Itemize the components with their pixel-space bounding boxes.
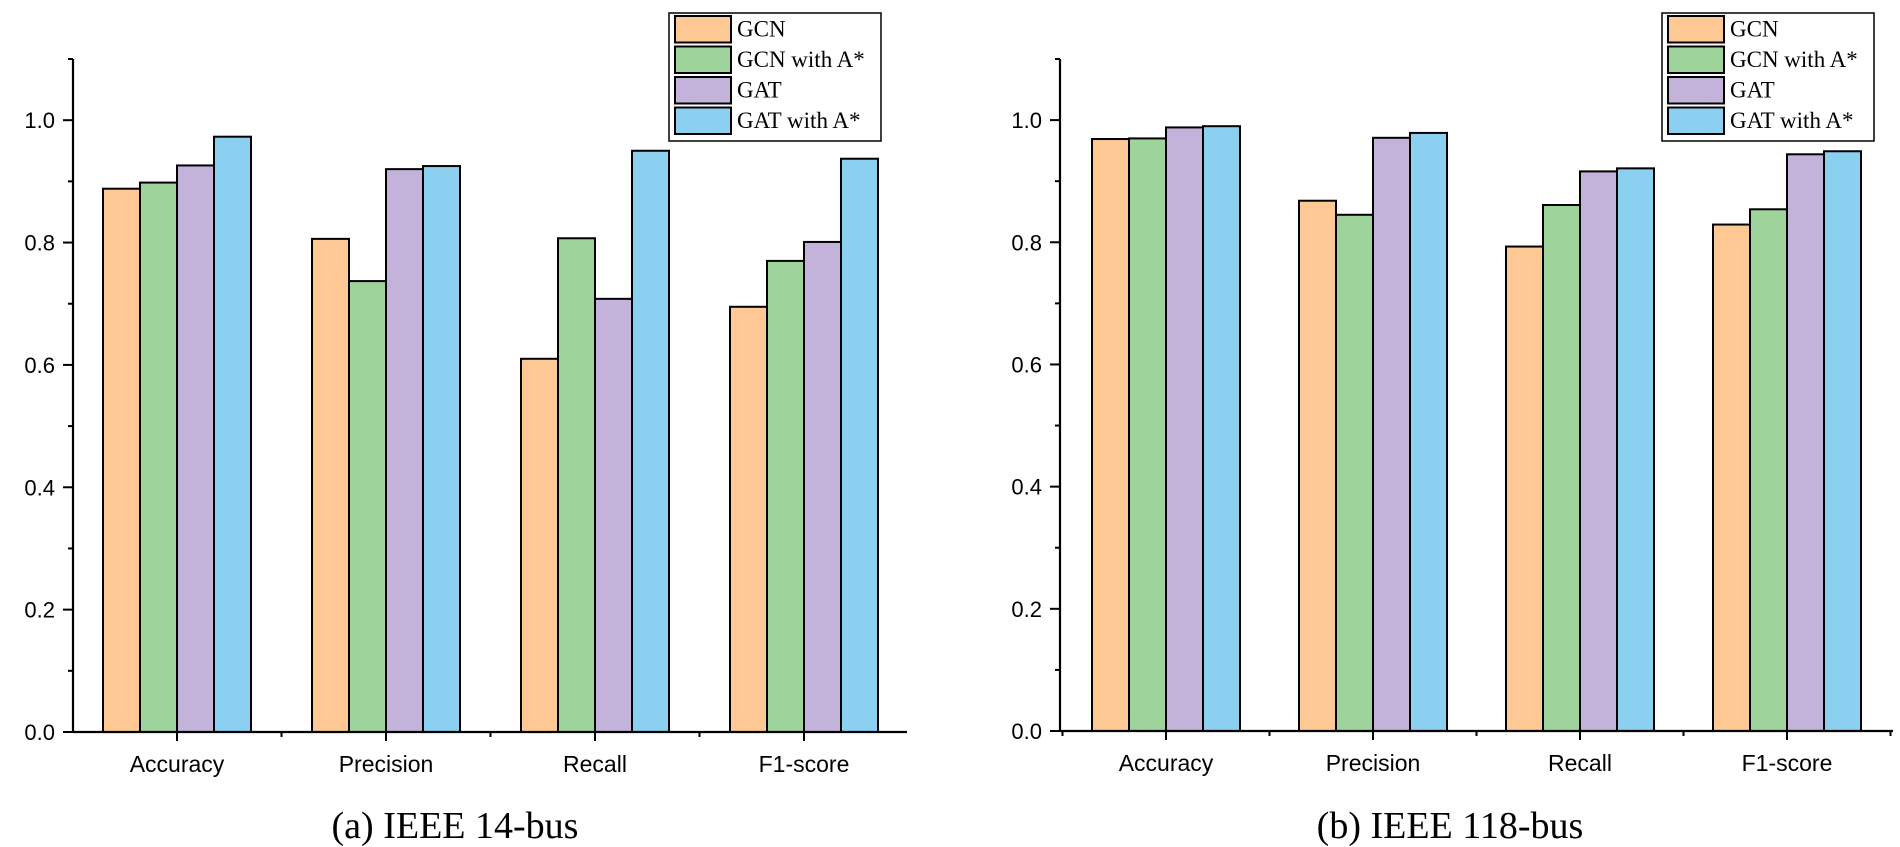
- bar-accuracy-gat-with-a-: [1202, 125, 1241, 732]
- x-tick-label: Recall: [563, 751, 627, 777]
- y-tick-label: 0.2: [24, 598, 55, 623]
- x-tick-label: Precision: [1326, 750, 1421, 776]
- x-tick-label: F1-score: [1742, 750, 1833, 776]
- bar-accuracy-gat: [176, 164, 215, 733]
- legend-label: GCN with A*: [1730, 47, 1858, 72]
- bar-recall-gcn-with-a-: [557, 237, 596, 733]
- legend: GCN GCN with A* GAT GAT with A*: [668, 12, 882, 142]
- x-tick-label: Precision: [339, 751, 434, 777]
- legend-swatch: [1667, 45, 1725, 74]
- bar-f1-score-gcn: [729, 305, 768, 733]
- bar-f1-score-gat: [803, 240, 842, 734]
- bar-precision-gat: [1372, 136, 1411, 733]
- legend-swatch: [674, 106, 732, 135]
- y-tick-label: 0.4: [24, 475, 55, 500]
- y-tick-label: 0.0: [24, 720, 55, 745]
- y-tick-label: 0.8: [24, 231, 55, 256]
- legend-label: GAT with A*: [1730, 108, 1854, 133]
- y-tick-label: 0.6: [24, 353, 55, 378]
- bar-accuracy-gcn: [102, 187, 141, 734]
- x-tick-label: F1-score: [759, 751, 850, 777]
- y-tick-label: 0.6: [1011, 352, 1042, 377]
- bar-accuracy-gcn-with-a-: [139, 181, 178, 733]
- x-tick-label: Recall: [1548, 750, 1612, 776]
- legend-swatch: [1667, 106, 1725, 135]
- y-tick-label: 0.2: [1011, 597, 1042, 622]
- bar-f1-score-gcn: [1712, 223, 1751, 732]
- chart-panel-b: Accuracy Precision Recall F1-score 0.0 0.2 0.4…: [1011, 12, 1893, 847]
- legend-label: GAT: [737, 78, 782, 103]
- bar-precision-gcn-with-a-: [1335, 213, 1374, 733]
- legend-label: GCN with A*: [737, 47, 865, 72]
- bar-recall-gat: [594, 297, 633, 733]
- y-tick-label: 0.4: [1011, 475, 1042, 500]
- bar-accuracy-gcn-with-a-: [1128, 137, 1167, 733]
- bar-recall-gcn: [1505, 245, 1544, 732]
- bar-precision-gat-with-a-: [422, 165, 461, 733]
- bar-precision-gcn: [311, 237, 350, 733]
- bar-recall-gcn: [520, 357, 559, 733]
- bar-precision-gcn: [1298, 199, 1337, 733]
- legend-swatch: [674, 15, 732, 44]
- legend-swatch: [1667, 76, 1725, 105]
- bar-precision-gat-with-a-: [1409, 131, 1448, 733]
- x-tick-label: Accuracy: [1119, 750, 1214, 776]
- bar-f1-score-gat: [1786, 153, 1825, 732]
- bar-precision-gcn-with-a-: [348, 280, 387, 733]
- bar-recall-gat: [1579, 170, 1618, 732]
- bar-recall-gcn-with-a-: [1542, 204, 1581, 733]
- bar-f1-score-gat-with-a-: [840, 157, 879, 733]
- legend: GCN GCN with A* GAT GAT with A*: [1661, 12, 1875, 142]
- legend-label: GCN: [1730, 17, 1779, 42]
- bar-f1-score-gat-with-a-: [1823, 150, 1862, 733]
- bar-recall-gat-with-a-: [631, 149, 670, 734]
- bar-f1-score-gcn-with-a-: [766, 259, 805, 733]
- bar-f1-score-gcn-with-a-: [1749, 208, 1788, 732]
- chart-caption: (b) IEEE 118-bus: [1317, 805, 1584, 847]
- legend-swatch: [674, 45, 732, 74]
- legend-label: GAT: [1730, 78, 1775, 103]
- legend-swatch: [1667, 15, 1725, 44]
- chart-panel-a: Accuracy Precision Recall F1-score 0.0 0.2 0.4…: [24, 12, 907, 847]
- chart-caption: (a) IEEE 14-bus: [332, 805, 579, 847]
- y-tick-label: 1.0: [1011, 108, 1042, 133]
- legend-swatch: [674, 76, 732, 105]
- bar-precision-gat: [385, 168, 424, 734]
- legend-label: GCN: [737, 17, 786, 42]
- legend-label: GAT with A*: [737, 108, 861, 133]
- bar-accuracy-gat-with-a-: [213, 135, 252, 733]
- y-tick-label: 0.0: [1011, 719, 1042, 744]
- bar-accuracy-gat: [1165, 126, 1204, 733]
- bar-accuracy-gcn: [1091, 138, 1130, 732]
- x-tick-label: Accuracy: [130, 751, 225, 777]
- y-tick-label: 0.8: [1011, 230, 1042, 255]
- y-tick-label: 1.0: [24, 108, 55, 133]
- bar-recall-gat-with-a-: [1616, 167, 1655, 732]
